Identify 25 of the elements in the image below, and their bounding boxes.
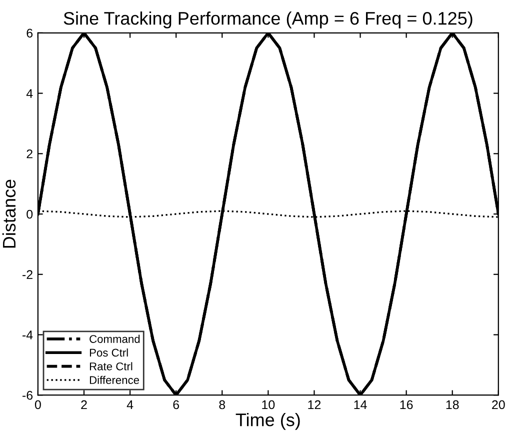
y-tick-label: 2	[26, 149, 32, 158]
x-tick-label: 14	[354, 400, 367, 410]
y-tick-label: -4	[22, 330, 33, 340]
x-tick-label: 2	[81, 400, 87, 410]
y-tick-label: -2	[22, 270, 32, 279]
x-tick-label: 12	[308, 400, 321, 410]
x-tick-label: 10	[262, 400, 275, 410]
y-tick-label: -6	[22, 390, 33, 400]
chart-title: Sine Tracking Performance (Amp = 6 Freq = 0.125)	[64, 12, 472, 28]
legend-label: Rate Ctrl	[90, 362, 132, 370]
x-tick-label: 8	[219, 400, 226, 410]
y-tick-label: 0	[26, 210, 33, 219]
y-axis-title: Distance	[2, 180, 16, 248]
x-tick-label: 0	[34, 400, 41, 410]
legend-label: Pos Ctrl	[90, 348, 128, 357]
legend-label: Command	[90, 334, 140, 343]
x-tick-label: 20	[492, 400, 505, 410]
x-tick-label: 4	[126, 400, 134, 410]
legend-label: Difference	[90, 376, 140, 384]
x-tick-label: 18	[446, 400, 459, 410]
x-axis-title: Time (s)	[236, 413, 300, 430]
x-tick-label: 16	[400, 400, 413, 410]
x-tick-label: 6	[173, 400, 180, 410]
y-tick-label: 6	[26, 28, 33, 38]
y-tick-label: 4	[26, 89, 33, 98]
